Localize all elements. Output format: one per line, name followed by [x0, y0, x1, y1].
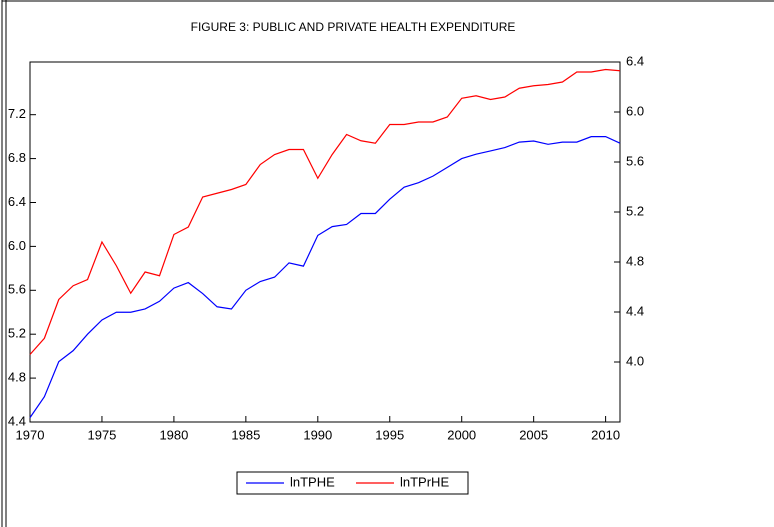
x-tick-label: 1975: [87, 427, 116, 442]
y2-tick-label: 5.2: [626, 203, 644, 218]
y2-tick-label: 4.0: [626, 353, 644, 368]
x-tick-label: 2000: [447, 427, 476, 442]
series-line: [29, 68, 621, 355]
x-tick-label: 1980: [159, 427, 188, 442]
y-tick-label: 5.2: [8, 326, 26, 341]
y2-tick-label: 4.8: [626, 253, 644, 268]
y2-tick-label: 6.0: [626, 103, 644, 118]
y-tick-label: 6.0: [8, 238, 26, 253]
x-tick-label: 1970: [16, 427, 45, 442]
plot-area: [29, 61, 621, 423]
x-tick-label: 2010: [591, 427, 620, 442]
x-tick-label: 1990: [303, 427, 332, 442]
y-tick-label: 4.8: [8, 370, 26, 385]
y-tick-label: 5.6: [8, 282, 26, 297]
legend-box: [236, 471, 469, 495]
x-tick-label: 1995: [375, 427, 404, 442]
y-tick-label: 4.4: [8, 413, 26, 428]
y2-tick-label: 4.4: [626, 303, 644, 318]
legend-label: lnTPHE: [290, 474, 335, 489]
y-tick-label: 7.2: [8, 106, 26, 121]
y-tick-label: 6.8: [8, 150, 26, 165]
y2-tick-label: 6.4: [626, 53, 644, 68]
y2-tick-label: 5.6: [626, 153, 644, 168]
legend-label: lnTPrHE: [400, 474, 449, 489]
x-tick-label: 2005: [519, 427, 548, 442]
chart-title: FIGURE 3: PUBLIC AND PRIVATE HEALTH EXPE…: [191, 20, 516, 34]
y-tick-label: 6.4: [8, 194, 26, 209]
x-tick-label: 1985: [231, 427, 260, 442]
series-line: [29, 136, 621, 418]
